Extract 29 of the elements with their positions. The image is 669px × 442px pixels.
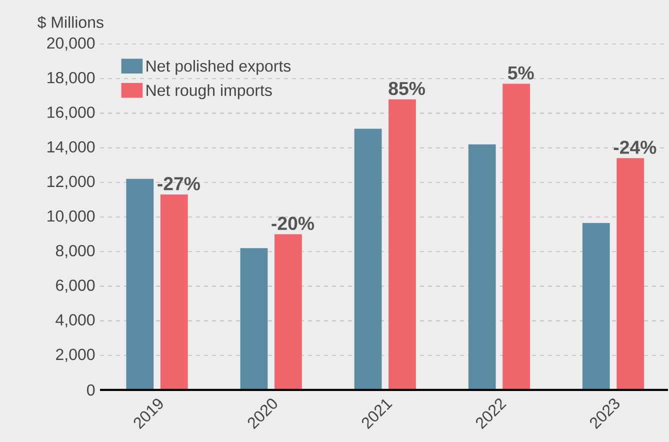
annotation: -27% (158, 177, 200, 190)
bar (468, 144, 496, 390)
y-tick-label: 12,000 (48, 176, 95, 190)
bar (274, 234, 302, 390)
bar (354, 128, 382, 390)
legend-label: Net polished exports (146, 60, 291, 75)
bar (616, 158, 644, 390)
y-tick-label: 10,000 (48, 210, 95, 224)
bar (126, 178, 154, 390)
y-tick-label: 4,000 (56, 314, 95, 328)
y-tick-label: 8,000 (56, 244, 95, 258)
y-tick-label: 6,000 (56, 280, 95, 293)
y-tick-label: 14,000 (48, 141, 95, 154)
annotation: 85% (388, 82, 425, 96)
annotation: 5% (508, 66, 534, 80)
bar (160, 194, 188, 390)
bar (240, 248, 268, 390)
y-tick-label: 0 (87, 384, 95, 396)
legend-label: Net rough imports (146, 84, 272, 100)
annotation: -20% (272, 216, 314, 230)
bar (582, 223, 610, 390)
y-tick-label: 20,000 (47, 37, 95, 51)
bar (502, 84, 530, 390)
y-tick-label: 2,000 (56, 348, 95, 362)
bar (388, 99, 416, 390)
y-tick-label: 18,000 (48, 72, 95, 86)
annotation: -24% (614, 140, 656, 154)
y-tick-label: 16,000 (48, 106, 95, 120)
y-axis-title: $ Millions (37, 16, 104, 29)
